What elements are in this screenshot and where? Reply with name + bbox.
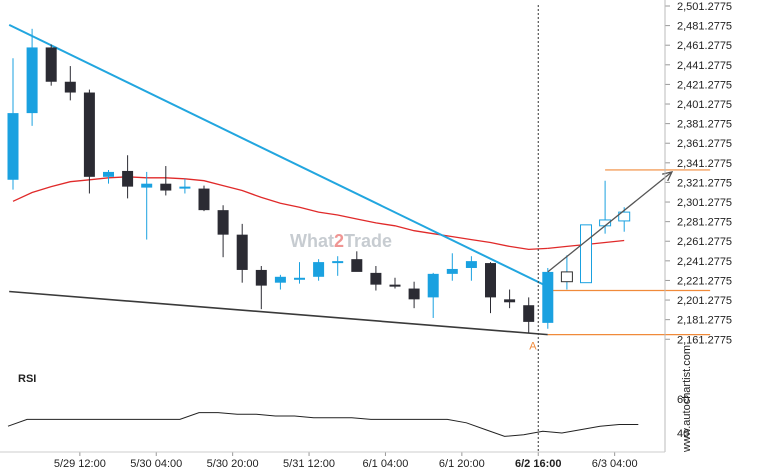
price-tick-label: 2,321.2775 bbox=[677, 177, 732, 189]
price-tick-label: 2,341.2775 bbox=[677, 158, 732, 170]
candle-body bbox=[64, 81, 76, 93]
candle-body bbox=[523, 305, 535, 322]
candle-body bbox=[45, 47, 57, 82]
price-tick-label: 2,501.2775 bbox=[677, 1, 732, 13]
lower-trendline bbox=[9, 290, 548, 336]
candle-body bbox=[332, 261, 344, 264]
candles bbox=[7, 28, 631, 333]
event-marker: A bbox=[529, 5, 539, 452]
forecast-candle-body bbox=[560, 271, 573, 283]
candle-body bbox=[198, 188, 210, 211]
candle-body bbox=[313, 262, 325, 277]
price-levels bbox=[547, 169, 711, 336]
candle-body bbox=[485, 263, 496, 298]
rsi-tick-label: 40 bbox=[677, 428, 689, 440]
candle-body bbox=[255, 269, 267, 286]
price-axis: 2,501.2775 2,481.2775 2,461.2775 2,441.2775… bbox=[664, 0, 732, 452]
time-tick-label: 6/1 20:00 bbox=[439, 458, 485, 470]
candle-body bbox=[236, 234, 248, 270]
candle-body bbox=[160, 183, 172, 191]
rsi-label: RSI bbox=[18, 373, 36, 385]
candle-body bbox=[465, 261, 477, 268]
candle-body bbox=[217, 210, 229, 235]
price-tick-label: 2,441.2775 bbox=[677, 60, 732, 72]
trendlines bbox=[8, 23, 549, 336]
candle-body bbox=[542, 271, 554, 323]
rsi-line bbox=[7, 412, 639, 437]
time-tick-label: 6/2 16:00 bbox=[515, 458, 561, 470]
candle-body bbox=[274, 276, 286, 283]
moving-average-line bbox=[12, 176, 548, 251]
price-tick-label: 2,481.2775 bbox=[677, 21, 732, 33]
watermark: What2Trade bbox=[290, 231, 392, 251]
price-tick-label: 2,181.2775 bbox=[677, 315, 732, 327]
candle-body bbox=[446, 268, 458, 274]
price-tick-label: 2,281.2775 bbox=[677, 217, 732, 229]
candle-body bbox=[122, 170, 134, 187]
time-tick-label: 5/29 12:00 bbox=[54, 458, 106, 470]
candle-body bbox=[141, 183, 153, 188]
projection-arrow-line bbox=[547, 171, 673, 273]
price-tick-label: 2,261.2775 bbox=[677, 236, 732, 248]
time-tick-label: 5/31 12:00 bbox=[283, 458, 335, 470]
price-tick-label: 2,361.2775 bbox=[677, 138, 732, 150]
projection-arrow bbox=[547, 170, 674, 273]
price-tick-label: 2,201.2775 bbox=[677, 295, 732, 307]
forecast-candle-body bbox=[580, 224, 592, 284]
price-tick-label: 2,161.2775 bbox=[677, 334, 732, 346]
price-tick-label: 2,381.2775 bbox=[677, 119, 732, 131]
pattern-point-label: A bbox=[529, 340, 537, 352]
price-tick-label: 2,221.2775 bbox=[677, 275, 732, 287]
price-tick-label: 2,421.2775 bbox=[677, 79, 732, 91]
upper-trendline bbox=[8, 23, 549, 288]
rsi-panel: 60 40 bbox=[7, 394, 689, 440]
price-tick-label: 2,241.2775 bbox=[677, 256, 732, 268]
candle-body bbox=[504, 299, 516, 303]
candle-body bbox=[103, 171, 114, 177]
side-watermark: www.autochartist.com bbox=[681, 345, 693, 453]
candle-body bbox=[294, 277, 305, 280]
candle-body bbox=[26, 47, 38, 114]
candle-body bbox=[408, 288, 420, 300]
price-tick-label: 2,301.2775 bbox=[677, 197, 732, 209]
candle-body bbox=[7, 113, 19, 180]
time-tick-label: 6/1 04:00 bbox=[363, 458, 409, 470]
price-tick-label: 2,461.2775 bbox=[677, 40, 732, 52]
time-tick-label: 5/30 04:00 bbox=[130, 458, 182, 470]
candle-body bbox=[83, 92, 95, 177]
candle-body bbox=[179, 186, 191, 189]
candle-body bbox=[370, 272, 382, 285]
time-tick-label: 5/30 20:00 bbox=[207, 458, 259, 470]
candle-body bbox=[389, 284, 401, 287]
candle-body bbox=[351, 259, 363, 272]
rsi-tick-label: 60 bbox=[677, 394, 689, 406]
time-tick-label: 6/3 04:00 bbox=[592, 458, 638, 470]
candle-body bbox=[427, 273, 439, 298]
price-tick-label: 2,401.2775 bbox=[677, 99, 732, 111]
forecast-candle-body bbox=[618, 211, 631, 222]
time-axis: 5/29 12:00 5/30 04:00 5/30 20:00 5/31 12:00… bbox=[0, 451, 665, 470]
